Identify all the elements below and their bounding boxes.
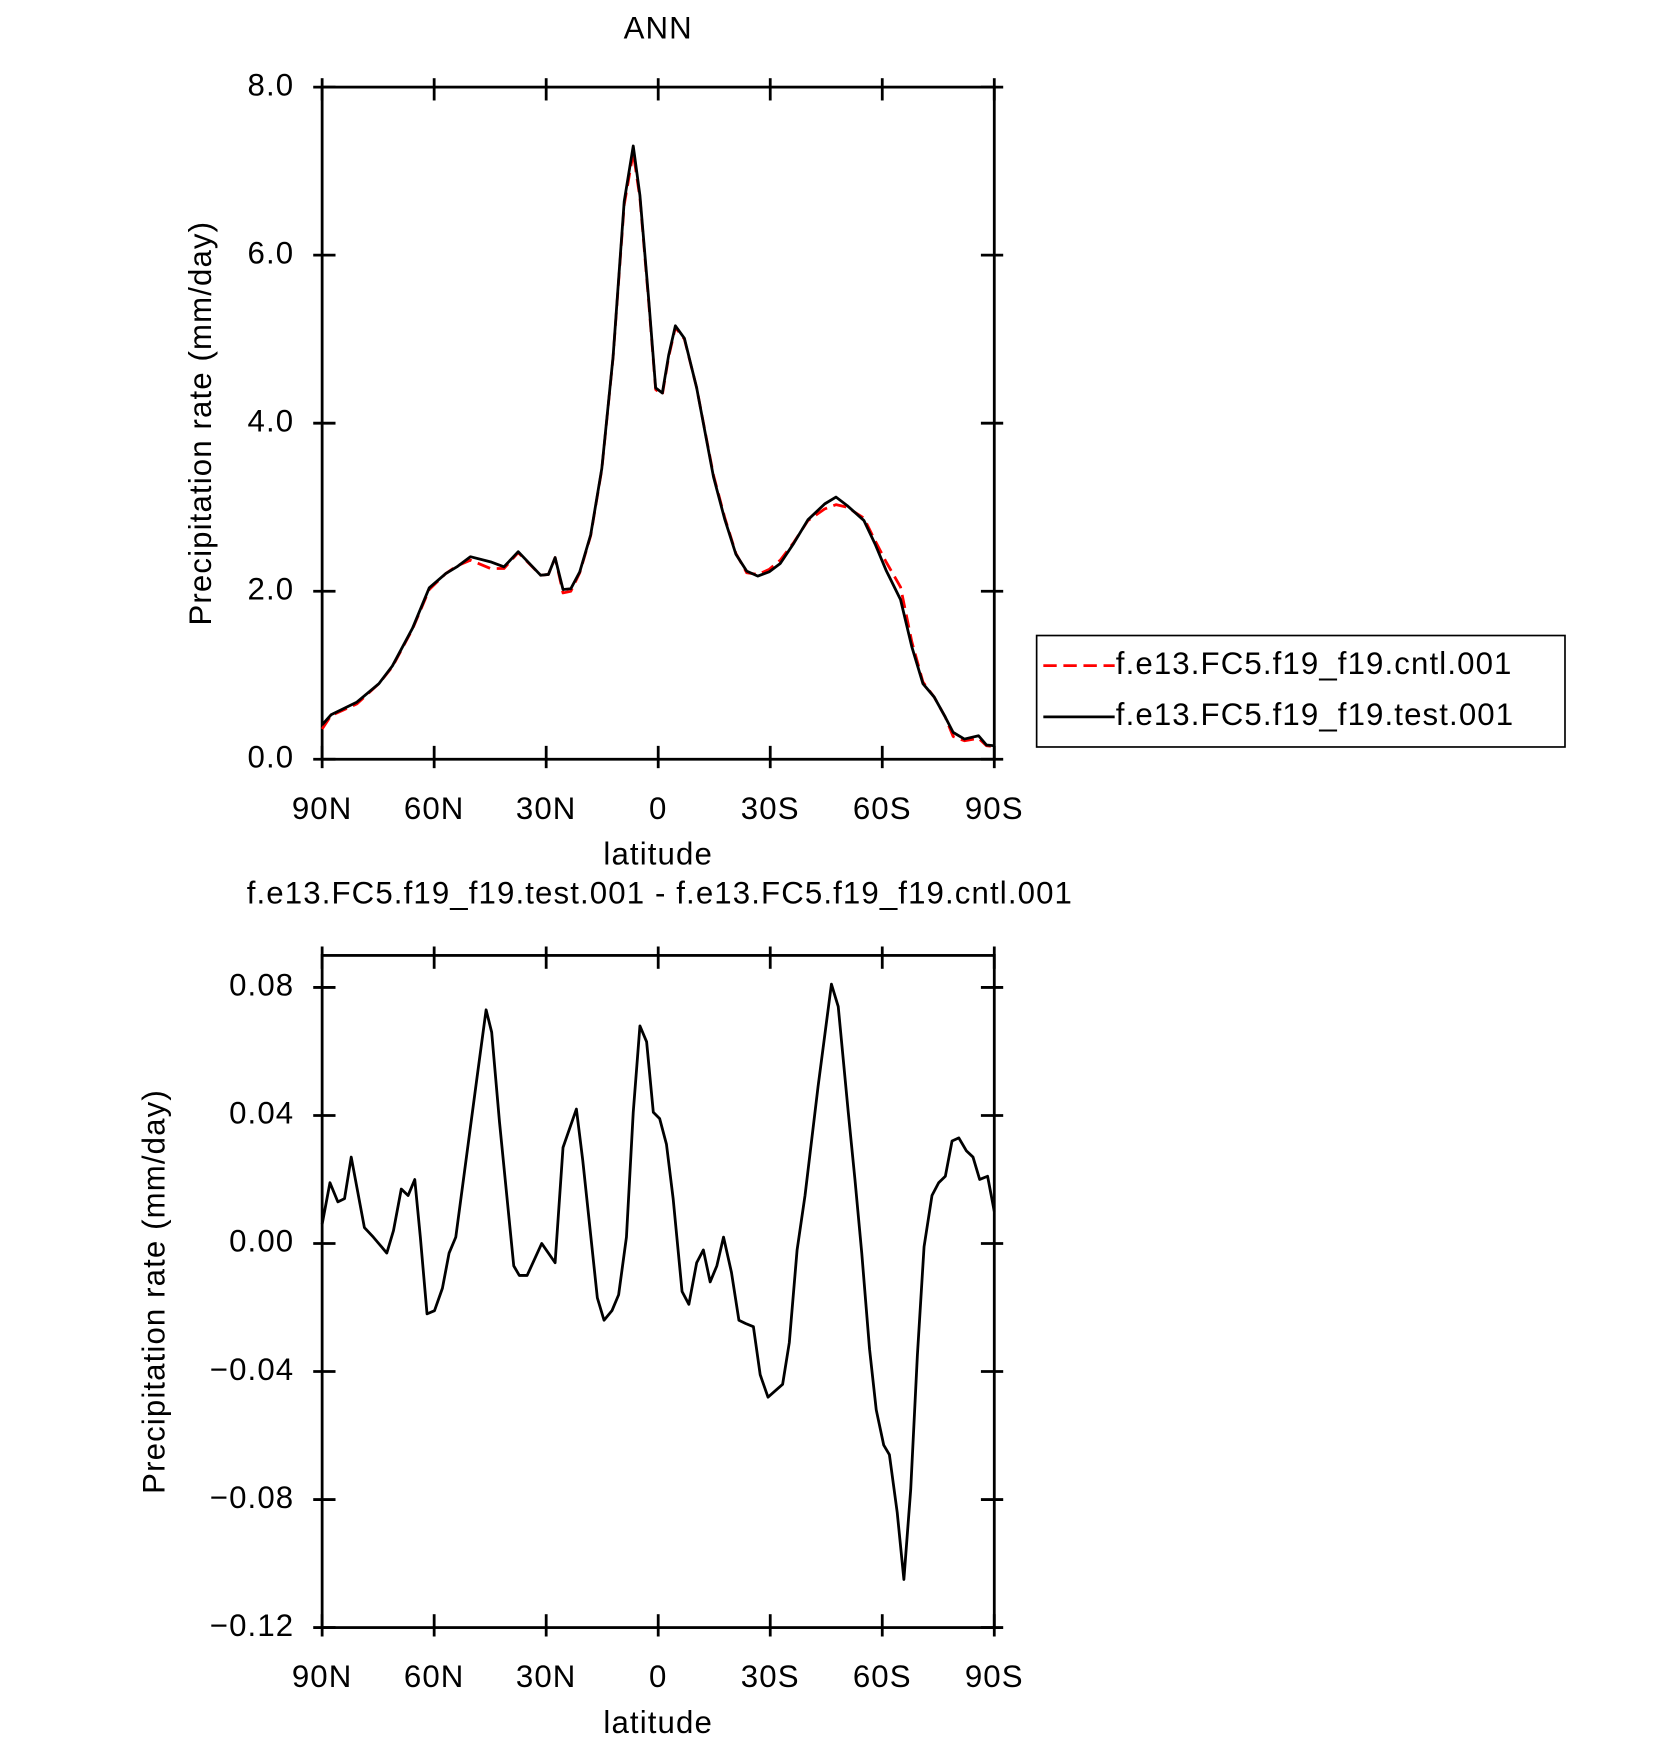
legend-label: f.e13.FC5.f19_f19.cntl.001 <box>1116 646 1513 681</box>
x-tick-label: 30S <box>741 1659 800 1694</box>
y-tick-label: 0.08 <box>229 968 294 1003</box>
x-axis-label: latitude <box>603 836 713 871</box>
chart-title: ANN <box>624 11 693 46</box>
x-tick-label: 90N <box>292 1659 353 1694</box>
x-tick-label: 30S <box>741 791 800 826</box>
x-tick-label: 30N <box>516 1659 577 1694</box>
y-tick-label: 4.0 <box>248 403 295 438</box>
x-axis-label: latitude <box>603 1705 713 1740</box>
series-line <box>320 982 996 1581</box>
y-axis-label: Precipitation rate (mm/day) <box>183 221 218 626</box>
y-tick-label: 0.0 <box>248 739 295 774</box>
x-tick-label: 60N <box>404 791 465 826</box>
y-tick-label: 6.0 <box>248 235 295 270</box>
y-tick-label: 0.04 <box>229 1096 294 1131</box>
x-tick-label: 90N <box>292 791 353 826</box>
y-tick-label: −0.12 <box>210 1608 295 1643</box>
chart-title: f.e13.FC5.f19_f19.test.001 - f.e13.FC5.f… <box>247 875 1073 910</box>
x-tick-label: 60N <box>404 1659 465 1694</box>
y-tick-label: −0.08 <box>210 1480 295 1515</box>
x-tick-label: 90S <box>965 791 1024 826</box>
y-tick-label: −0.04 <box>210 1352 295 1387</box>
x-tick-label: 60S <box>853 1659 912 1694</box>
y-tick-label: 2.0 <box>248 571 295 606</box>
x-tick-label: 30N <box>516 791 577 826</box>
series-line <box>321 144 995 748</box>
legend-label: f.e13.FC5.f19_f19.test.001 <box>1116 697 1514 732</box>
series-line <box>320 151 995 749</box>
y-axis-label: Precipitation rate (mm/day) <box>136 1089 171 1494</box>
plot-frame <box>320 954 996 1629</box>
x-tick-label: 0 <box>649 1659 667 1694</box>
plot-frame <box>320 85 996 761</box>
x-tick-label: 60S <box>853 791 912 826</box>
legend-box <box>1035 634 1566 748</box>
y-tick-label: 8.0 <box>248 67 295 102</box>
x-tick-label: 90S <box>965 1659 1024 1694</box>
x-tick-label: 0 <box>649 791 667 826</box>
y-tick-label: 0.00 <box>229 1224 294 1259</box>
